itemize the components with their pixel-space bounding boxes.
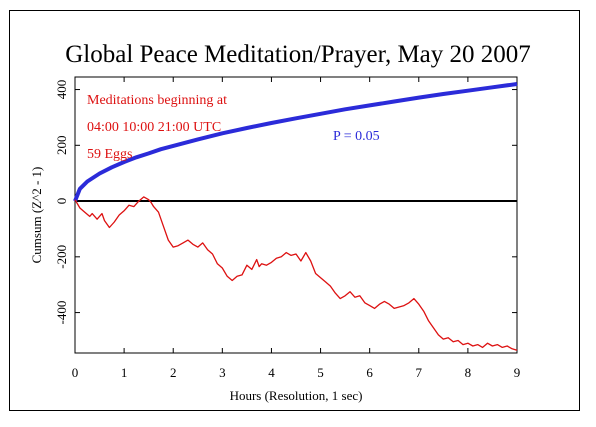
y-tick-label: 0 xyxy=(54,198,69,205)
x-tick-label: 1 xyxy=(121,365,128,380)
series-layer xyxy=(73,82,518,351)
probability-envelope-line xyxy=(73,82,518,202)
x-tick-label: 8 xyxy=(465,365,472,380)
annotation-meditations: Meditations beginning at xyxy=(87,93,227,108)
x-tick-label: 7 xyxy=(416,365,423,380)
x-tick-label: 6 xyxy=(366,365,373,380)
annotation-eggs: 59 Eggs xyxy=(87,147,133,162)
y-tick-label: 200 xyxy=(54,136,69,156)
y-axis: -400 -200 0 200 400 xyxy=(54,80,517,325)
x-axis-label: Hours (Resolution, 1 sec) xyxy=(230,388,363,403)
annotation-times: 04:00 10:00 21:00 UTC xyxy=(87,120,221,135)
x-tick-label: 9 xyxy=(514,365,521,380)
x-axis: 0 1 2 3 4 5 6 7 8 9 xyxy=(72,77,521,380)
cumsum-line xyxy=(74,196,518,351)
x-tick-label: 0 xyxy=(72,365,79,380)
chart-title: Global Peace Meditation/Prayer, May 20 2… xyxy=(65,41,531,68)
y-tick-label: -200 xyxy=(54,245,69,269)
y-tick-label: -400 xyxy=(54,301,69,325)
chart-frame xyxy=(9,10,580,411)
plot-area xyxy=(74,76,518,354)
x-tick-label: 3 xyxy=(219,365,226,380)
y-tick-label: 400 xyxy=(54,80,69,100)
x-tick-label: 2 xyxy=(170,365,177,380)
x-tick-label: 5 xyxy=(317,365,324,380)
x-tick-label: 4 xyxy=(268,365,275,380)
y-axis-label: Cumsum (Z^2 - 1) xyxy=(29,167,44,264)
p-value-label: P = 0.05 xyxy=(333,129,380,144)
